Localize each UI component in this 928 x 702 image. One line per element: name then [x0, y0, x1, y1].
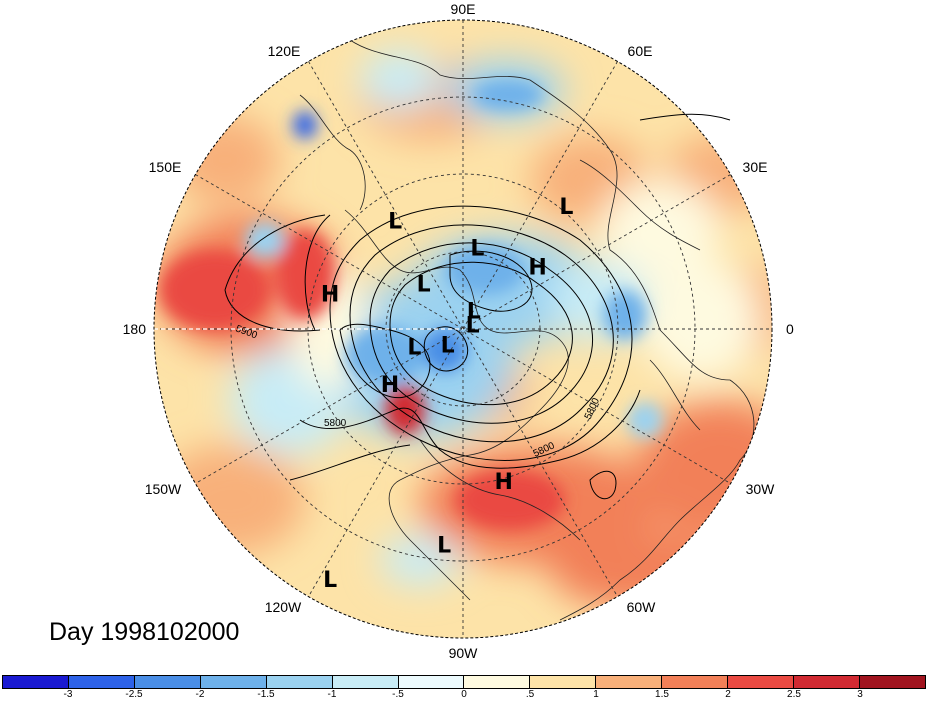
colorbar-tick-label: -.5	[392, 689, 404, 700]
lon-label-30w: 30W	[746, 481, 776, 497]
colorbar-segment	[134, 676, 201, 688]
polar-stereographic-map: 5900 5800 5800 5800 90E 60E 30E 0 30W 60…	[123, 1, 794, 661]
anomaly-field	[154, 20, 772, 638]
colorbar-segment	[596, 676, 663, 688]
contour-label-5800-west: 5800	[324, 418, 347, 429]
lon-label-30e: 30E	[743, 159, 768, 175]
colorbar-segment	[859, 676, 925, 688]
low-pressure-marker: L	[388, 210, 402, 235]
colorbar-segment	[200, 676, 267, 688]
high-pressure-marker: H	[528, 255, 546, 280]
colorbar-tick-label: 1.5	[655, 689, 669, 700]
low-pressure-marker: L	[323, 568, 337, 593]
low-pressure-marker: L	[466, 313, 480, 338]
high-pressure-marker: H	[494, 470, 512, 495]
low-pressure-marker: L	[417, 273, 431, 298]
colorbar	[2, 675, 926, 689]
lon-label-150e: 150E	[149, 159, 182, 175]
height-contours	[224, 113, 731, 500]
colorbar-segment	[728, 676, 795, 688]
colorbar-segment	[68, 676, 135, 688]
colorbar-tick-label: -1.5	[257, 689, 275, 700]
colorbar-tick-label: 3	[857, 689, 863, 700]
colorbar-segment	[530, 676, 597, 688]
colorbar-tick-label: 2	[725, 689, 731, 700]
low-pressure-marker: L	[441, 333, 455, 358]
map-border	[153, 19, 773, 639]
lon-label-180: 180	[123, 321, 147, 337]
colorbar-tick-label: -1	[327, 689, 337, 700]
colorbar-segment	[3, 676, 69, 688]
low-pressure-marker: L	[437, 534, 451, 559]
colorbar-segment	[464, 676, 531, 688]
colorbar-tick-label: 0	[461, 689, 467, 700]
colorbar-segment	[266, 676, 333, 688]
lon-label-60e: 60E	[628, 43, 653, 59]
colorbar-tick-label: .5	[525, 689, 535, 700]
lon-label-90e: 90E	[451, 1, 476, 17]
lon-label-90w: 90W	[449, 645, 479, 661]
colorbar-tick-label: -2	[195, 689, 205, 700]
longitude-labels: 90E 60E 30E 0 30W 60W 90W 120W 150W 180 …	[123, 1, 794, 661]
colorbar-tick-label: -2.5	[125, 689, 143, 700]
high-pressure-marker: H	[321, 282, 339, 307]
low-pressure-marker: L	[470, 237, 484, 262]
lon-label-0: 0	[786, 321, 794, 337]
high-pressure-marker: H	[381, 373, 399, 398]
coastlines	[299, 39, 755, 621]
colorbar-segment	[332, 676, 399, 688]
low-pressure-marker: L	[407, 336, 421, 361]
colorbar-tick-label: 1	[593, 689, 599, 700]
colorbar-tick-label: -3	[63, 689, 73, 700]
map-title: Day 1998102000	[49, 618, 240, 646]
lon-label-120w: 120W	[265, 599, 302, 615]
colorbar-segment	[662, 676, 729, 688]
colorbar-tick-label: 2.5	[787, 689, 801, 700]
lon-label-60w: 60W	[627, 599, 657, 615]
colorbar-segment	[398, 676, 465, 688]
low-pressure-marker: L	[467, 299, 481, 324]
colorbar-segment	[794, 676, 860, 688]
lon-label-120e: 120E	[268, 43, 301, 59]
lon-label-150w: 150W	[145, 481, 182, 497]
colorbar-tick-labels: -3 -2.5 -2 -1.5 -1 -.5 0 .5 1 1.5 2 2.5 3	[2, 689, 926, 702]
low-pressure-marker: L	[559, 195, 573, 220]
